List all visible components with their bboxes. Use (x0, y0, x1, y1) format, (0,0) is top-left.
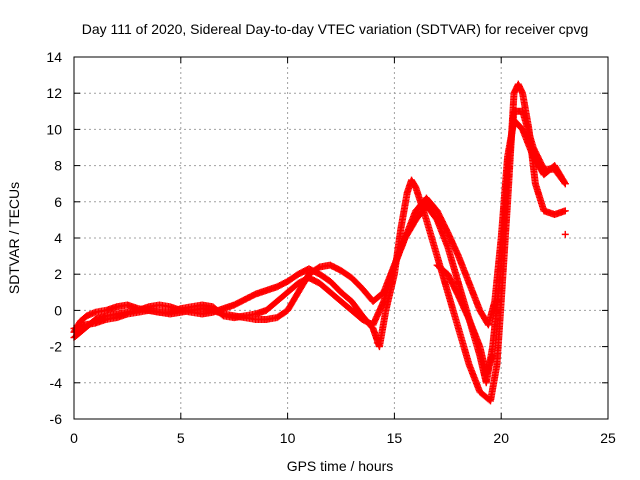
y-tick-label: 12 (46, 85, 62, 101)
y-tick-label: 2 (54, 266, 62, 282)
y-tick-label: -2 (50, 339, 63, 355)
y-tick-label: 14 (46, 49, 62, 65)
data-point (489, 352, 497, 360)
grid (74, 57, 608, 419)
data-point (561, 180, 569, 188)
x-axis-ticks: 0 5 10 15 20 25 (70, 57, 616, 446)
x-tick-label: 15 (387, 430, 403, 446)
y-tick-label: 6 (54, 194, 62, 210)
y-tick-label: -6 (50, 411, 63, 427)
data-point (561, 230, 569, 238)
data-points (70, 80, 569, 405)
data-point (561, 207, 569, 215)
x-tick-label: 0 (70, 430, 78, 446)
y-tick-label: 10 (46, 121, 62, 137)
series-track-d (433, 261, 496, 378)
x-tick-label: 20 (493, 430, 509, 446)
x-axis-label: GPS time / hours (287, 458, 394, 474)
plot-frame (73, 56, 609, 420)
x-tick-label: 5 (177, 430, 185, 446)
y-tick-label: 8 (54, 158, 62, 174)
y-tick-label: 0 (54, 302, 62, 318)
x-tick-label: 10 (280, 430, 296, 446)
data-point (373, 339, 381, 347)
x-tick-label: 25 (600, 430, 616, 446)
data-point (560, 178, 568, 186)
y-axis-label: SDTVAR / TECUs (6, 182, 22, 294)
chart-title: Day 111 of 2020, Sidereal Day-to-day VTE… (82, 21, 589, 37)
y-tick-label: -4 (50, 375, 63, 391)
y-tick-label: 4 (54, 230, 62, 246)
series-track-a (70, 116, 569, 336)
series-track-c (70, 107, 568, 387)
